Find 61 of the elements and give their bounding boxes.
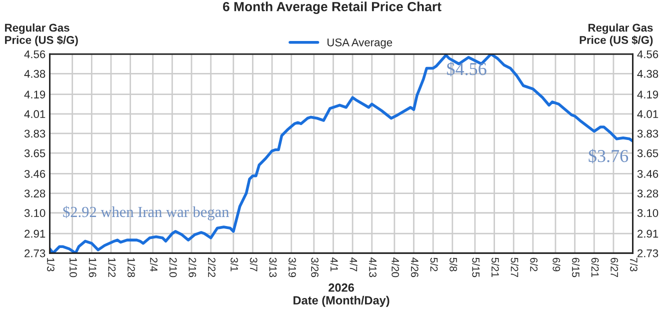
y-tick-label: 3.10 bbox=[24, 209, 46, 218]
x-tick-label: 2/4 bbox=[150, 258, 158, 272]
x-tick-label: 6/27 bbox=[610, 258, 618, 278]
y-tick-label: 2.73 bbox=[24, 249, 46, 258]
x-tick-label: 4/1 bbox=[330, 258, 338, 272]
y-tick-label: 4.38 bbox=[24, 70, 46, 78]
legend-label: USA Average bbox=[328, 38, 392, 49]
x-tick-label: 7/3 bbox=[630, 258, 638, 272]
annotation: $3.76 bbox=[588, 148, 628, 164]
x-tick-label: 5/2 bbox=[430, 258, 438, 272]
x-tick-label: 4/13 bbox=[369, 258, 377, 278]
y2-tick-label: 4.01 bbox=[637, 110, 658, 118]
x-tick-label: 3/7 bbox=[250, 258, 258, 272]
annotation: $4.56 bbox=[447, 62, 486, 76]
y2-tick-label: 3.65 bbox=[637, 149, 658, 158]
y2-tick-label: 3.28 bbox=[637, 190, 658, 198]
x-tick-label: 6/9 bbox=[552, 258, 560, 272]
x-axis-title: 2026 Date (Month/Day) bbox=[294, 283, 390, 307]
x-tick-label: 4/20 bbox=[392, 258, 400, 278]
y2-tick-label: 3.83 bbox=[637, 130, 658, 138]
x-tick-label: 4/26 bbox=[410, 258, 419, 278]
x-tick-label: 3/26 bbox=[311, 258, 319, 278]
y-tick-label: 4.19 bbox=[24, 90, 46, 98]
x-tick-label: 1/16 bbox=[88, 258, 97, 278]
x-tick-label: 1/3 bbox=[47, 258, 55, 272]
chart-title: 6 Month Average Retail Price Chart bbox=[223, 2, 442, 14]
y-tick-label: 2.91 bbox=[24, 230, 46, 238]
x-tick-label: 4/7 bbox=[350, 258, 358, 272]
y2-axis-title: Regular Gas Price (US $/G) bbox=[580, 24, 653, 46]
y2-tick-label: 3.10 bbox=[637, 209, 658, 218]
x-tick-label: 1/10 bbox=[70, 258, 78, 278]
y-tick-label: 3.46 bbox=[24, 170, 46, 178]
y2-tick-label: 4.19 bbox=[637, 90, 658, 98]
x-tick-label: 6/2 bbox=[530, 258, 538, 272]
x-tick-label: 5/21 bbox=[491, 258, 500, 278]
x-tick-label: 5/15 bbox=[472, 258, 480, 278]
y2-tick-label: 4.38 bbox=[637, 70, 658, 78]
y-tick-label: 3.28 bbox=[24, 190, 46, 198]
x-tick-label: 2/10 bbox=[169, 258, 178, 278]
y-axis-title: Regular Gas Price (US $/G) bbox=[5, 24, 78, 46]
x-tick-label: 3/19 bbox=[288, 258, 296, 278]
x-tick-label: 5/8 bbox=[450, 258, 458, 272]
y2-tick-label: 3.46 bbox=[637, 170, 658, 178]
x-tick-label: 5/27 bbox=[510, 258, 518, 278]
x-tick-label: 1/22 bbox=[108, 258, 116, 278]
annotation: $2.92 when Iran war began bbox=[63, 206, 229, 220]
y-tick-label: 4.01 bbox=[24, 110, 46, 118]
x-tick-label: 1/28 bbox=[128, 258, 136, 278]
y-tick-label: 3.83 bbox=[24, 130, 46, 138]
y-tick-label: 3.65 bbox=[24, 149, 46, 158]
x-tick-label: 3/13 bbox=[269, 258, 277, 278]
x-tick-label: 6/21 bbox=[591, 258, 599, 278]
y2-tick-label: 2.73 bbox=[638, 249, 658, 258]
y2-tick-label: 2.91 bbox=[638, 230, 658, 238]
x-tick-label: 2/22 bbox=[208, 258, 216, 278]
x-tick-label: 2/16 bbox=[188, 258, 196, 278]
x-tick-label: 3/1 bbox=[230, 258, 238, 272]
line-series bbox=[50, 54, 633, 254]
x-tick-label: 6/15 bbox=[572, 258, 580, 278]
y2-tick-label: 4.56 bbox=[637, 50, 658, 58]
y-tick-label: 4.56 bbox=[24, 50, 46, 58]
